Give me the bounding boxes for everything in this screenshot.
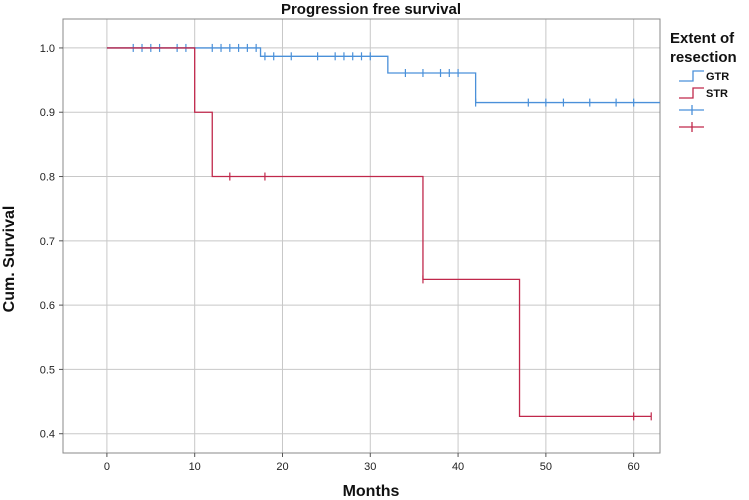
y-tick-label: 0.4 (40, 429, 55, 441)
y-tick-label: 0.6 (40, 300, 55, 312)
x-tick-label: 50 (540, 461, 552, 473)
y-tick-label: 0.9 (40, 107, 55, 119)
x-tick-label: 10 (189, 461, 201, 473)
legend-step-symbol (679, 70, 704, 82)
x-axis-ticks: 0 10 20 30 40 50 60 (104, 453, 640, 473)
x-tick-label: 30 (364, 461, 376, 473)
x-axis-title: Months (343, 483, 400, 500)
legend-entry: GTR (679, 70, 729, 83)
legend-title-line2: resection (670, 49, 737, 66)
legend-entry (679, 122, 704, 132)
legend-label: GTR (706, 71, 729, 83)
x-tick-label: 40 (452, 461, 464, 473)
series-str (106, 47, 652, 421)
legend-entry (679, 105, 704, 115)
legend: Extent of resection GTR STR (670, 30, 737, 132)
y-axis-ticks: 0.4 0.5 0.6 0.7 0.8 0.9 1.0 (40, 43, 63, 441)
series-gtr (106, 43, 660, 107)
x-tick-label: 0 (104, 461, 110, 473)
y-axis-title: Cum. Survival (1, 206, 18, 313)
y-tick-label: 0.7 (40, 236, 55, 248)
grid-layer (63, 19, 660, 453)
x-tick-label: 60 (628, 461, 640, 473)
y-tick-label: 0.5 (40, 364, 55, 376)
series-layer (106, 43, 660, 421)
legend-label: STR (706, 88, 728, 100)
plot-frame (62, 18, 661, 454)
legend-title-line1: Extent of (670, 30, 735, 47)
legend-step-symbol (679, 87, 704, 99)
y-tick-label: 0.8 (40, 172, 55, 184)
survival-step-line-gtr (106, 47, 660, 104)
survival-step-line-str (106, 47, 652, 418)
chart-title: Progression free survival (281, 1, 461, 18)
y-tick-label: 1.0 (40, 43, 55, 55)
legend-entries: GTR STR (679, 70, 729, 132)
x-tick-label: 20 (276, 461, 288, 473)
legend-entry: STR (679, 87, 728, 100)
